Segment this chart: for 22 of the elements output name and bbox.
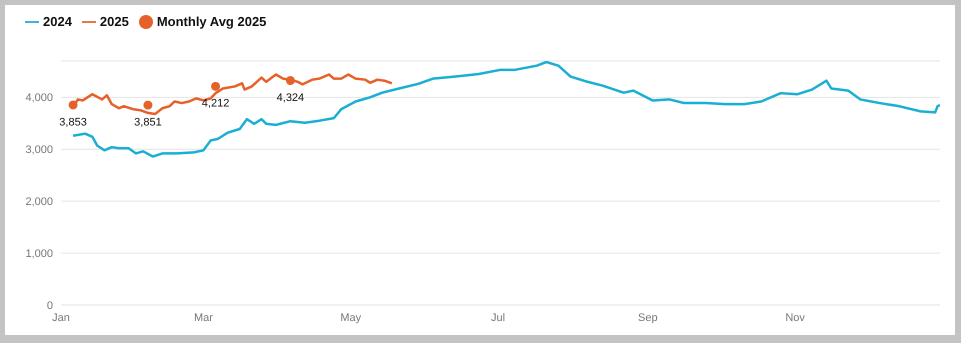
- point: [143, 100, 152, 110]
- x-tick-label: Mar: [194, 312, 214, 324]
- data-label: 3,853: [59, 116, 87, 128]
- data-label: 4,324: [276, 92, 304, 104]
- x-tick-label: Jul: [491, 312, 506, 324]
- point: [68, 100, 78, 110]
- y-tick-label: 0: [46, 300, 53, 312]
- y-tick-label: 2,000: [25, 196, 53, 208]
- legend-label: Monthly Avg 2025: [156, 14, 266, 29]
- data-label: 4,212: [202, 98, 230, 110]
- x-tick-label: Jan: [52, 312, 70, 324]
- x-tick-label: May: [340, 312, 362, 324]
- legend-label: 2025: [100, 14, 129, 29]
- point: [286, 76, 295, 86]
- x-tick-label: Sep: [638, 312, 658, 324]
- point: [211, 82, 220, 91]
- data-label: 3,851: [134, 116, 162, 128]
- y-tick-label: 3,000: [25, 144, 53, 156]
- legend-label: 2024: [43, 14, 72, 29]
- y-tick-label: 4,000: [25, 92, 53, 104]
- x-tick-label: Nov: [785, 312, 806, 324]
- y-tick-label: 1,000: [25, 248, 53, 260]
